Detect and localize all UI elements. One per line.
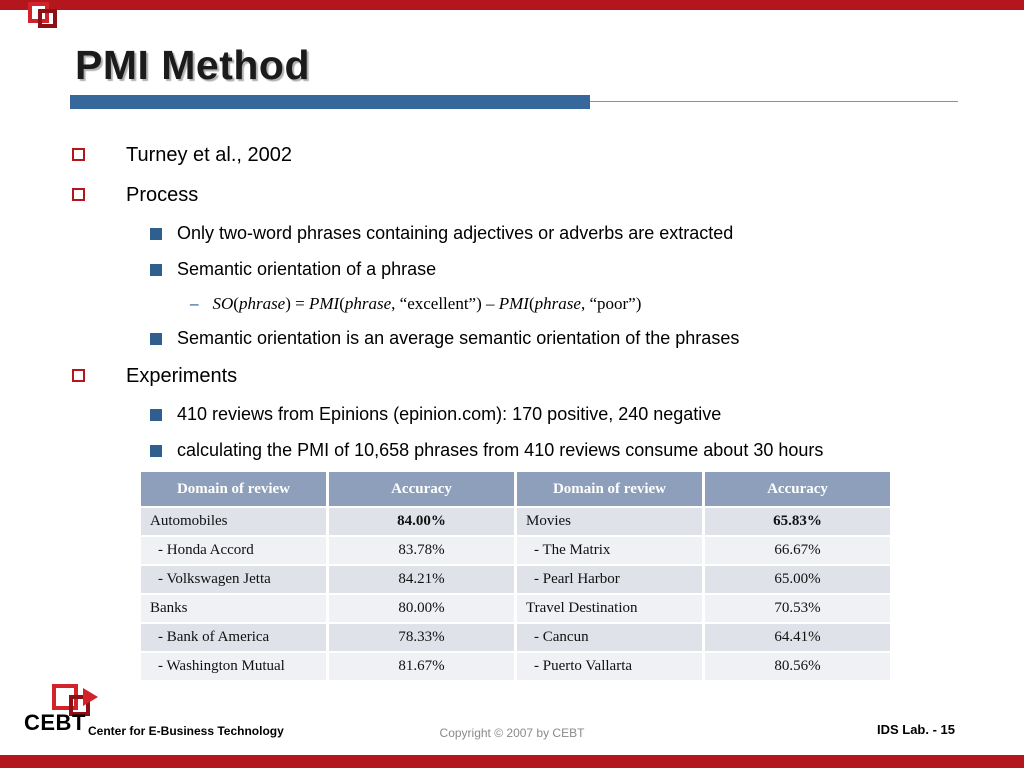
domain-cell: - Pearl Harbor bbox=[517, 566, 702, 593]
bullet-text: Turney et al., 2002 bbox=[126, 144, 293, 166]
accuracy-cell: 84.21% bbox=[329, 566, 514, 593]
bullet-item: 410 reviews from Epinions (epinion.com):… bbox=[70, 397, 960, 433]
bullet-text: calculating the PMI of 10,658 phrases fr… bbox=[177, 440, 824, 460]
logo-triangle-icon bbox=[83, 688, 98, 706]
bullet-text: Only two-word phrases containing adjecti… bbox=[177, 223, 734, 243]
domain-cell: - Honda Accord bbox=[141, 537, 326, 564]
bullet-item: calculating the PMI of 10,658 phrases fr… bbox=[70, 433, 960, 469]
logo-square-icon bbox=[38, 9, 57, 28]
bullet-item: Process bbox=[70, 176, 960, 216]
title-accent-bar bbox=[70, 95, 590, 109]
hollow-square-bullet-icon bbox=[72, 148, 85, 161]
footer-copyright: Copyright © 2007 by CEBT bbox=[439, 726, 585, 740]
accuracy-cell: 70.53% bbox=[705, 595, 890, 622]
table-row: - Washington Mutual 81.67% - Puerto Vallar… bbox=[141, 653, 890, 680]
table-row: - Bank of America 78.33% - Cancun 64.41% bbox=[141, 624, 890, 651]
accuracy-cell: 64.41% bbox=[705, 624, 890, 651]
bullet-text: Semantic orientation of a phrase bbox=[177, 259, 437, 279]
dash-bullet-icon: – bbox=[190, 294, 199, 313]
domain-cell: Travel Destination bbox=[517, 595, 702, 622]
accuracy-cell: 66.67% bbox=[705, 537, 890, 564]
bullet-item: Semantic orientation is an average seman… bbox=[70, 321, 960, 357]
bottom-red-bar bbox=[0, 755, 1024, 768]
results-table-wrap: Domain of review Accuracy Domain of review… bbox=[138, 470, 893, 682]
hollow-square-bullet-icon bbox=[72, 369, 85, 382]
filled-square-bullet-icon bbox=[150, 409, 162, 421]
bullet-text: SO(phrase) = PMI(phrase, “excellent”) – … bbox=[212, 294, 642, 313]
bullet-item: Only two-word phrases containing adjecti… bbox=[70, 216, 960, 252]
accuracy-cell: 65.00% bbox=[705, 566, 890, 593]
domain-cell: - Bank of America bbox=[141, 624, 326, 651]
bullet-item: – SO(phrase) = PMI(phrase, “excellent”) –… bbox=[70, 288, 960, 321]
domain-cell: Banks bbox=[141, 595, 326, 622]
table-row: - Volkswagen Jetta 84.21% - Pearl Harbor 65… bbox=[141, 566, 890, 593]
top-red-bar bbox=[0, 0, 1024, 10]
accuracy-cell: 83.78% bbox=[329, 537, 514, 564]
table-row: - Honda Accord 83.78% - The Matrix 66.67% bbox=[141, 537, 890, 564]
domain-cell: Movies bbox=[517, 508, 702, 535]
table-header-row: Domain of review Accuracy Domain of review… bbox=[141, 472, 890, 506]
table-header-cell: Domain of review bbox=[517, 472, 702, 506]
domain-cell: Automobiles bbox=[141, 508, 326, 535]
page-title: PMI Method bbox=[75, 42, 311, 88]
filled-square-bullet-icon bbox=[150, 445, 162, 457]
accuracy-cell: 78.33% bbox=[329, 624, 514, 651]
accuracy-cell: 80.00% bbox=[329, 595, 514, 622]
table-header-cell: Accuracy bbox=[329, 472, 514, 506]
accuracy-cell: 80.56% bbox=[705, 653, 890, 680]
bullet-item: Turney et al., 2002 bbox=[70, 136, 960, 176]
domain-cell: - Volkswagen Jetta bbox=[141, 566, 326, 593]
cebt-mini-logo-icon bbox=[28, 2, 62, 30]
domain-cell: - Cancun bbox=[517, 624, 702, 651]
accuracy-cell: 81.67% bbox=[329, 653, 514, 680]
results-table: Domain of review Accuracy Domain of review… bbox=[138, 470, 893, 682]
table-header-cell: Accuracy bbox=[705, 472, 890, 506]
accuracy-cell: 84.00% bbox=[329, 508, 514, 535]
bullet-list: Turney et al., 2002 Process Only two-word … bbox=[70, 136, 960, 469]
table-row: Automobiles 84.00% Movies 65.83% bbox=[141, 508, 890, 535]
domain-cell: - Washington Mutual bbox=[141, 653, 326, 680]
filled-square-bullet-icon bbox=[150, 228, 162, 240]
bullet-text: 410 reviews from Epinions (epinion.com):… bbox=[177, 404, 722, 424]
bullet-text: Experiments bbox=[126, 365, 238, 387]
footer-organization: Center for E-Business Technology bbox=[88, 724, 284, 738]
accuracy-cell: 65.83% bbox=[705, 508, 890, 535]
domain-cell: - Puerto Vallarta bbox=[517, 653, 702, 680]
logo-text: CEBT bbox=[24, 710, 86, 735]
filled-square-bullet-icon bbox=[150, 264, 162, 276]
hollow-square-bullet-icon bbox=[72, 188, 85, 201]
bullet-text: Process bbox=[126, 184, 199, 206]
table-row: Banks 80.00% Travel Destination 70.53% bbox=[141, 595, 890, 622]
filled-square-bullet-icon bbox=[150, 333, 162, 345]
domain-cell: - The Matrix bbox=[517, 537, 702, 564]
table-header-cell: Domain of review bbox=[141, 472, 326, 506]
bullet-item: Semantic orientation of a phrase bbox=[70, 252, 960, 288]
cebt-logo: CEBT bbox=[24, 684, 98, 738]
bullet-text: Semantic orientation is an average seman… bbox=[177, 328, 740, 348]
bullet-item: Experiments bbox=[70, 357, 960, 397]
footer-page-number: IDS Lab. - 15 bbox=[876, 722, 955, 737]
